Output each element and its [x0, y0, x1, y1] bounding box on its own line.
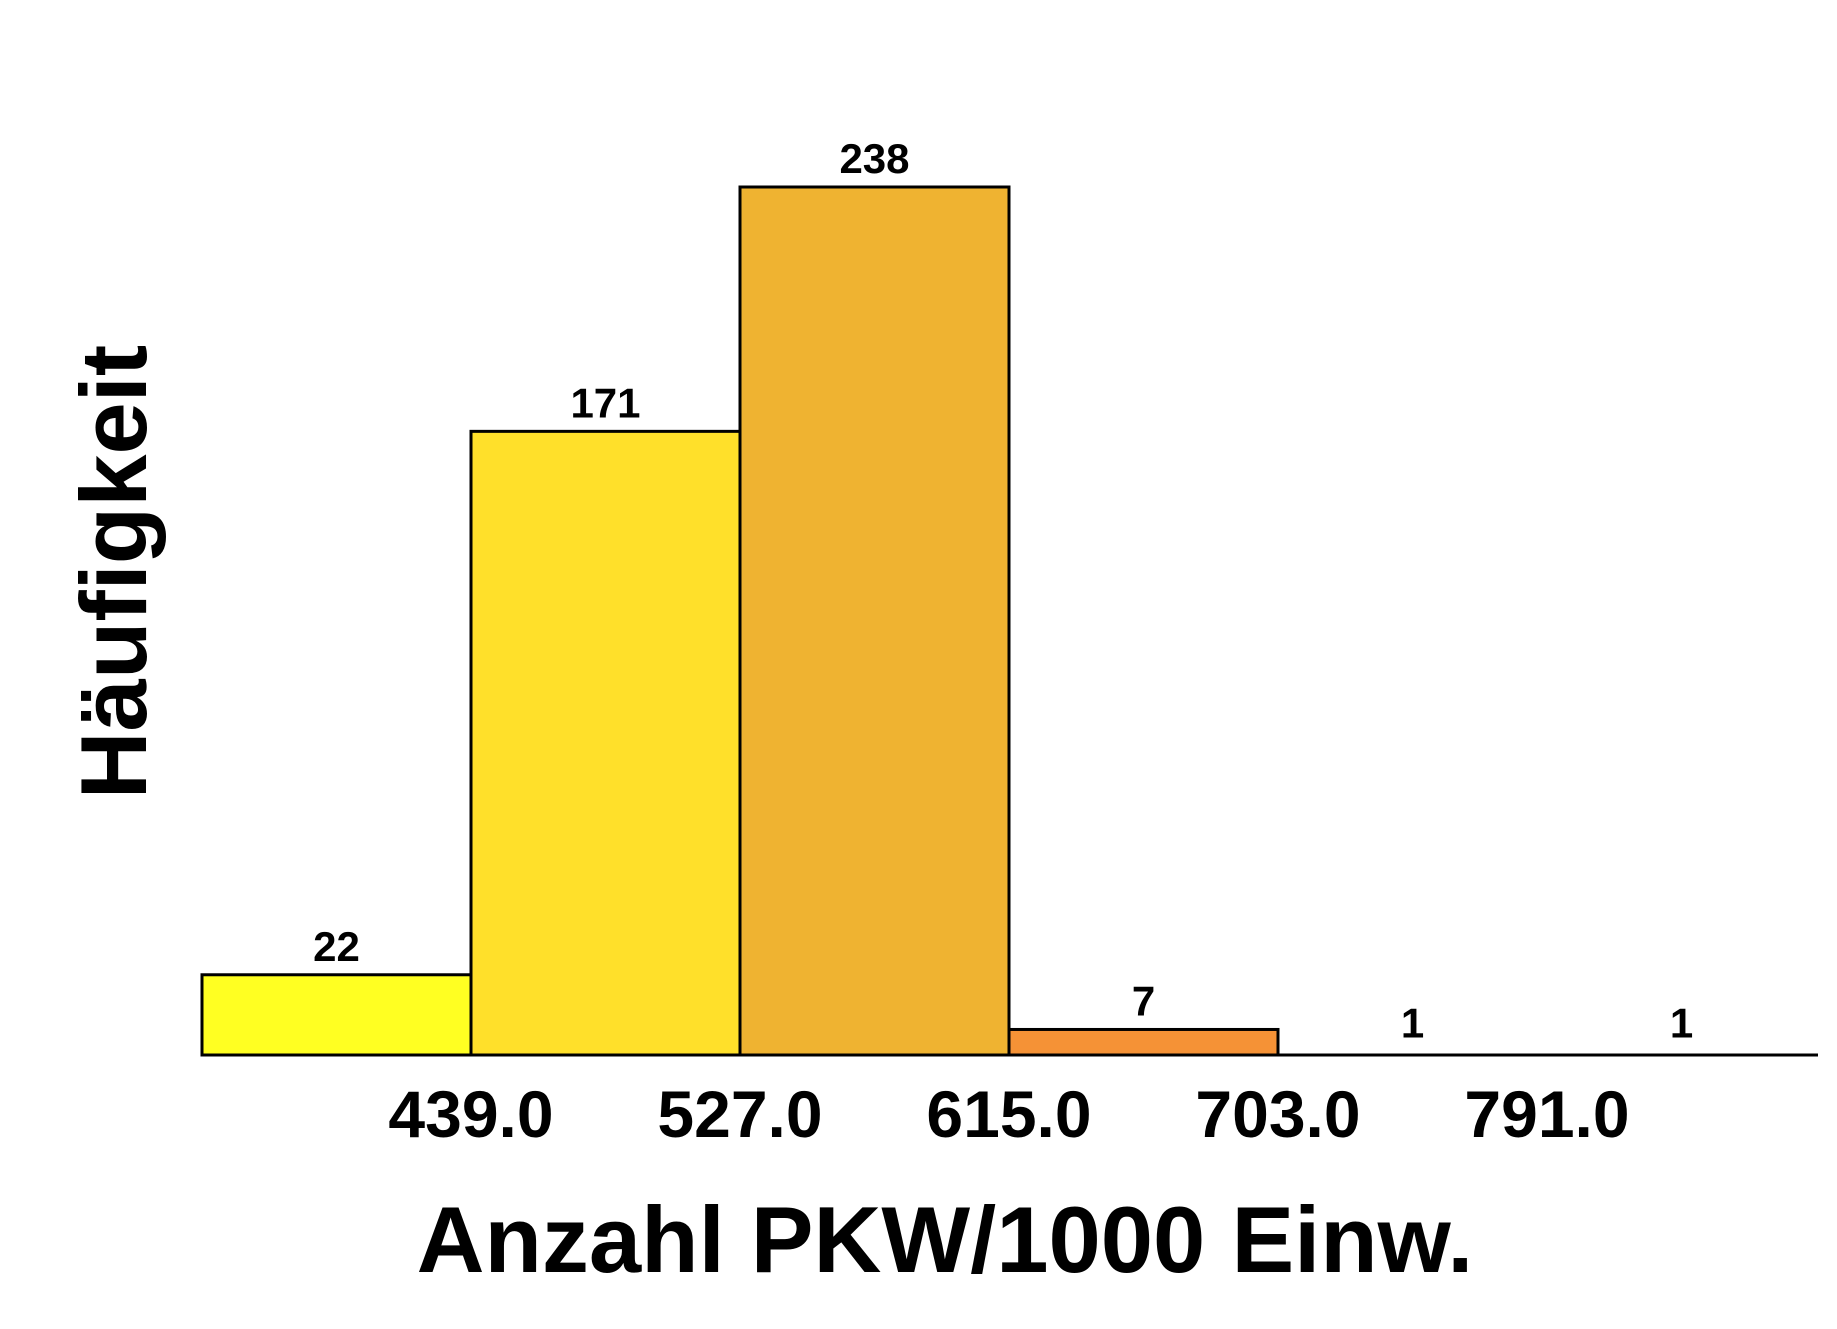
- x-tick-label: 703.0: [1195, 1077, 1360, 1151]
- bars-layer: [200, 185, 1280, 1057]
- histogram-bar: [469, 429, 742, 1057]
- histogram-bar: [738, 185, 1011, 1057]
- bar-value-label: 238: [839, 135, 909, 182]
- histogram-bar: [1007, 1027, 1280, 1057]
- data-labels-layer: 22 171 238 7 1 1: [313, 135, 1693, 1046]
- bar-value-label: 1: [1401, 999, 1424, 1046]
- bar-value-label: 22: [313, 923, 360, 970]
- x-tick-label: 439.0: [388, 1077, 553, 1151]
- x-tick-labels-layer: 439.0 527.0 615.0 703.0 791.0: [388, 1077, 1629, 1151]
- bar-value-label: 7: [1132, 977, 1155, 1024]
- histogram-bar: [200, 973, 473, 1057]
- x-tick-label: 615.0: [926, 1077, 1091, 1151]
- bar-value-label: 171: [570, 379, 640, 426]
- x-tick-label: 527.0: [657, 1077, 822, 1151]
- bar-value-label: 1: [1670, 999, 1693, 1046]
- x-axis-title: Anzahl PKW/1000 Einw.: [417, 1187, 1474, 1292]
- x-tick-label: 791.0: [1464, 1077, 1629, 1151]
- y-axis-title: Häufigkeit: [61, 345, 166, 799]
